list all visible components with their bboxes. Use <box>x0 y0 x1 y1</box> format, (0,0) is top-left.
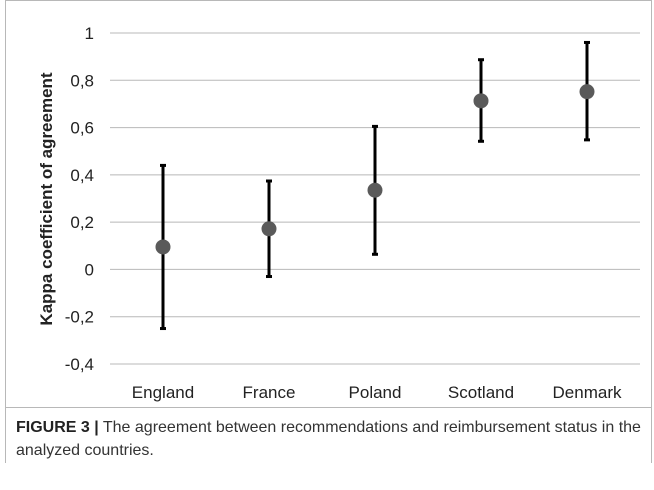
data-points <box>155 84 595 255</box>
data-point <box>473 93 489 109</box>
y-tick-label: 0,8 <box>70 71 94 90</box>
data-point <box>579 84 595 100</box>
y-axis-tick-labels: 1 0,8 0,6 0,4 0,2 0 -0,2 -0,4 <box>65 24 94 374</box>
y-tick-label: 0,4 <box>70 166 94 185</box>
gridlines <box>110 32 640 365</box>
data-point <box>155 239 171 255</box>
y-tick-label: 1 <box>85 24 94 43</box>
y-tick-label: 0 <box>85 260 94 279</box>
caption-box <box>5 407 652 463</box>
y-tick-label: 0,6 <box>70 119 94 138</box>
y-tick-label: -0,4 <box>65 355 94 374</box>
figure-label: FIGURE 3 | <box>16 419 99 436</box>
data-point <box>367 182 383 198</box>
x-axis-tick-labels: England France Poland Scotland Denmark <box>132 383 622 402</box>
y-axis-label: Kappa coefficient of agreement <box>37 72 56 326</box>
x-tick-label: Poland <box>349 383 402 402</box>
caption-text: The agreement between recommendations an… <box>16 419 641 459</box>
x-tick-label: Denmark <box>553 383 622 402</box>
figure-frame <box>5 0 652 463</box>
y-tick-label: 0,2 <box>70 213 94 232</box>
x-tick-label: England <box>132 383 194 402</box>
y-tick-label: -0,2 <box>65 308 94 327</box>
figure-caption: FIGURE 3 | The agreement between recomme… <box>16 416 641 462</box>
data-point <box>261 221 277 237</box>
x-tick-label: France <box>243 383 296 402</box>
error-bar-chart: 1 0,8 0,6 0,4 0,2 0 -0,2 -0,4 England France Pola… <box>37 24 640 402</box>
x-tick-label: Scotland <box>448 383 514 402</box>
